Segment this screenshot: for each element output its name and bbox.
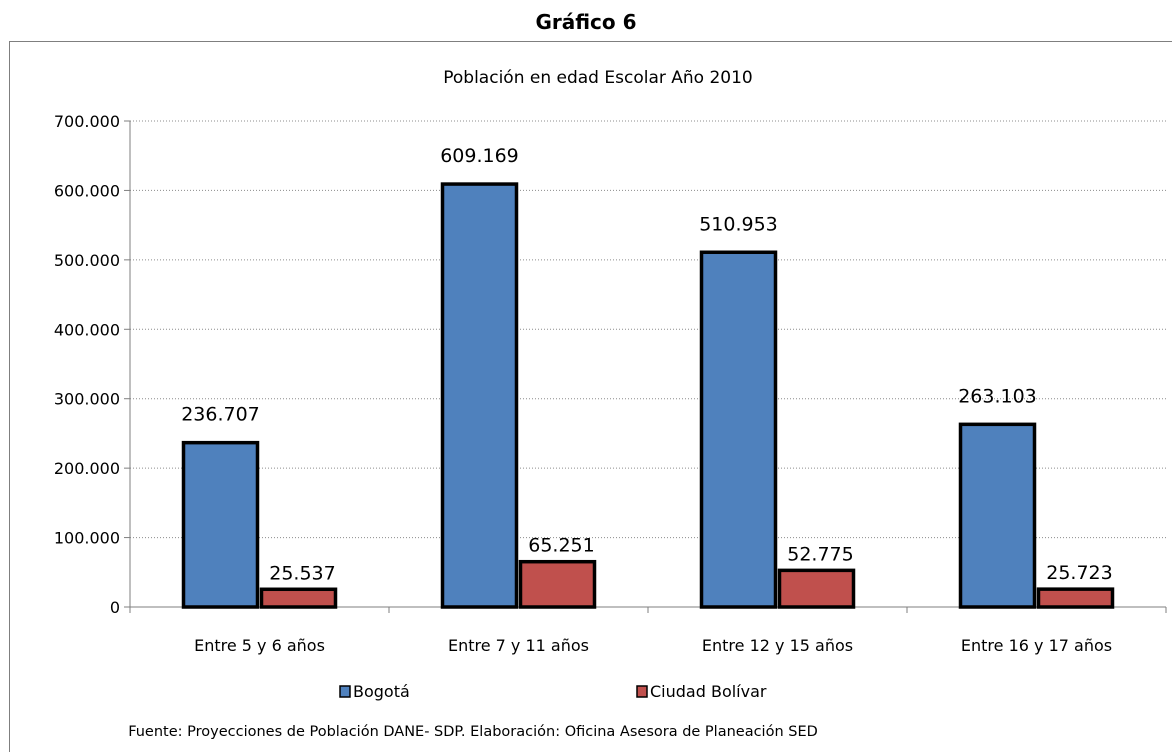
bar-bogota [958,422,1037,609]
source-note: Fuente: Proyecciones de Población DANE- … [128,724,818,740]
y-tick-label: 600.000 [54,181,120,200]
y-tick-label: 500.000 [54,251,120,270]
x-category-label: Entre 16 y 17 años [961,636,1112,655]
bar-bogota [181,440,260,609]
bar-ciudad-bolivar [1036,587,1115,609]
bar-bogota [699,250,778,609]
y-tick-label: 300.000 [54,390,120,409]
chart-title: Población en edad Escolar Año 2010 [443,68,752,88]
legend-label: Ciudad Bolívar [650,682,767,701]
bar-chart: Población en edad Escolar Año 2010 0 100.… [54,68,1167,740]
y-tick-label: 700.000 [54,112,120,131]
data-labels: 236.707 25.537 609.169 65.251 510.953 52.775 2… [181,145,1113,584]
data-label: 52.775 [787,543,853,565]
legend-label: Bogotá [353,682,410,701]
bars [181,182,1115,609]
chart-frame: Población en edad Escolar Año 2010 0 100.… [9,41,1172,752]
y-tick-label: 200.000 [54,459,120,478]
data-label: 25.723 [1046,562,1112,584]
y-tick-label: 400.000 [54,320,120,339]
data-label: 263.103 [958,385,1037,407]
x-category-label: Entre 5 y 6 años [194,636,325,655]
legend-swatch-bogota [339,685,351,698]
x-category-label: Entre 7 y 11 años [448,636,589,655]
data-label: 25.537 [269,562,335,584]
y-tick-label: 100.000 [54,529,120,548]
x-category-label: Entre 12 y 15 años [702,636,853,655]
y-tick-label: 0 [110,598,120,617]
bar-ciudad-bolivar [777,568,856,609]
data-label: 236.707 [181,404,260,426]
legend-swatch-ciudad-bolivar [636,685,648,698]
figure-heading: Gráfico 6 [535,10,637,34]
data-label: 65.251 [528,535,594,557]
legend: Bogotá Ciudad Bolívar [339,682,767,701]
data-label: 609.169 [440,145,519,167]
bar-ciudad-bolivar [259,587,338,609]
bar-bogota [440,182,519,609]
data-label: 510.953 [699,213,778,235]
bar-ciudad-bolivar [518,559,597,609]
